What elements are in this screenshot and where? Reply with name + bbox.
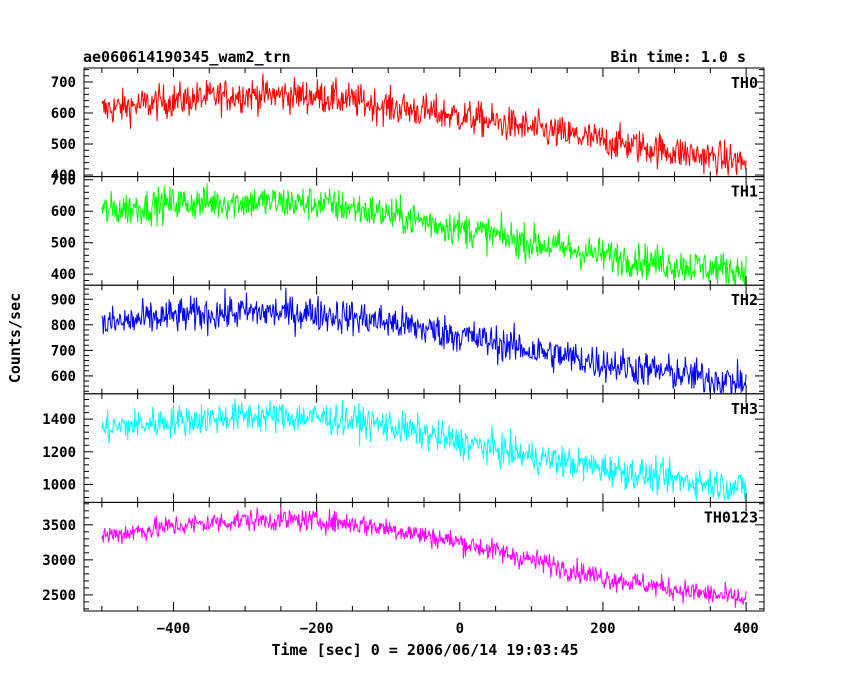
- y-tick-label: 1400: [42, 412, 76, 428]
- x-tick-label: −200: [300, 621, 334, 637]
- panel-frame: [83, 284, 765, 395]
- bin-time-label: Bin time: 1.0 s: [611, 48, 746, 66]
- x-tick-label: 400: [733, 621, 758, 637]
- x-tick-label: 0: [456, 621, 464, 637]
- panel-th0123: 2500 3000 3500 TH0123: [42, 501, 765, 612]
- y-tick-label: 700: [51, 173, 76, 189]
- y-tick-label: 2500: [42, 588, 76, 604]
- y-tick-label: 400: [51, 267, 76, 283]
- panel-label-th3: TH3: [731, 400, 758, 418]
- y-axis-label: Counts/sec: [6, 293, 24, 383]
- panel-th3: 1000 1200 1400 TH3: [42, 393, 765, 503]
- series-line-th2: [101, 287, 747, 394]
- y-tick-label: 1200: [42, 445, 76, 461]
- y-tick-label: 600: [51, 106, 76, 122]
- panel-label-th2: TH2: [731, 291, 758, 309]
- series-line-th0: [101, 73, 747, 176]
- y-tick-label: 1000: [42, 477, 76, 493]
- y-tick-label: 800: [51, 318, 76, 334]
- y-tick-label: 700: [51, 75, 76, 91]
- series-line-th3: [101, 398, 747, 502]
- panel-th0: 400 500 600 700 TH0: [51, 67, 765, 184]
- y-tick-label: 3000: [42, 553, 76, 569]
- panel-frame: [83, 501, 765, 612]
- panel-label-th0: TH0: [731, 74, 758, 92]
- panel-th1: 400 500 600 700 TH1: [51, 173, 765, 286]
- x-tick-label: 200: [590, 621, 615, 637]
- y-tick-label: 700: [51, 343, 76, 359]
- y-tick-label: 3500: [42, 518, 76, 534]
- y-tick-label: 400: [51, 168, 76, 184]
- x-axis-label: Time [sec] 0 = 2006/06/14 19:03:45: [271, 641, 578, 659]
- panels-group: 400 500 600 700 TH0 400 500 600 700 TH1 600 700 800 9…: [42, 67, 765, 637]
- y-tick-label: 500: [51, 137, 76, 153]
- y-tick-label: 500: [51, 236, 76, 252]
- x-tick-label: −400: [157, 621, 191, 637]
- series-line-th0123: [101, 506, 747, 608]
- y-tick-label: 600: [51, 369, 76, 385]
- series-line-th1: [101, 183, 747, 285]
- y-tick-label: 600: [51, 204, 76, 220]
- plot-title: ae060614190345_wam2_trn: [83, 48, 291, 66]
- y-tick-label: 900: [51, 292, 76, 308]
- panel-th2: 600 700 800 900 TH2: [51, 284, 765, 395]
- panel-label-th1: TH1: [731, 183, 758, 201]
- panel-label-th0123: TH0123: [704, 508, 758, 526]
